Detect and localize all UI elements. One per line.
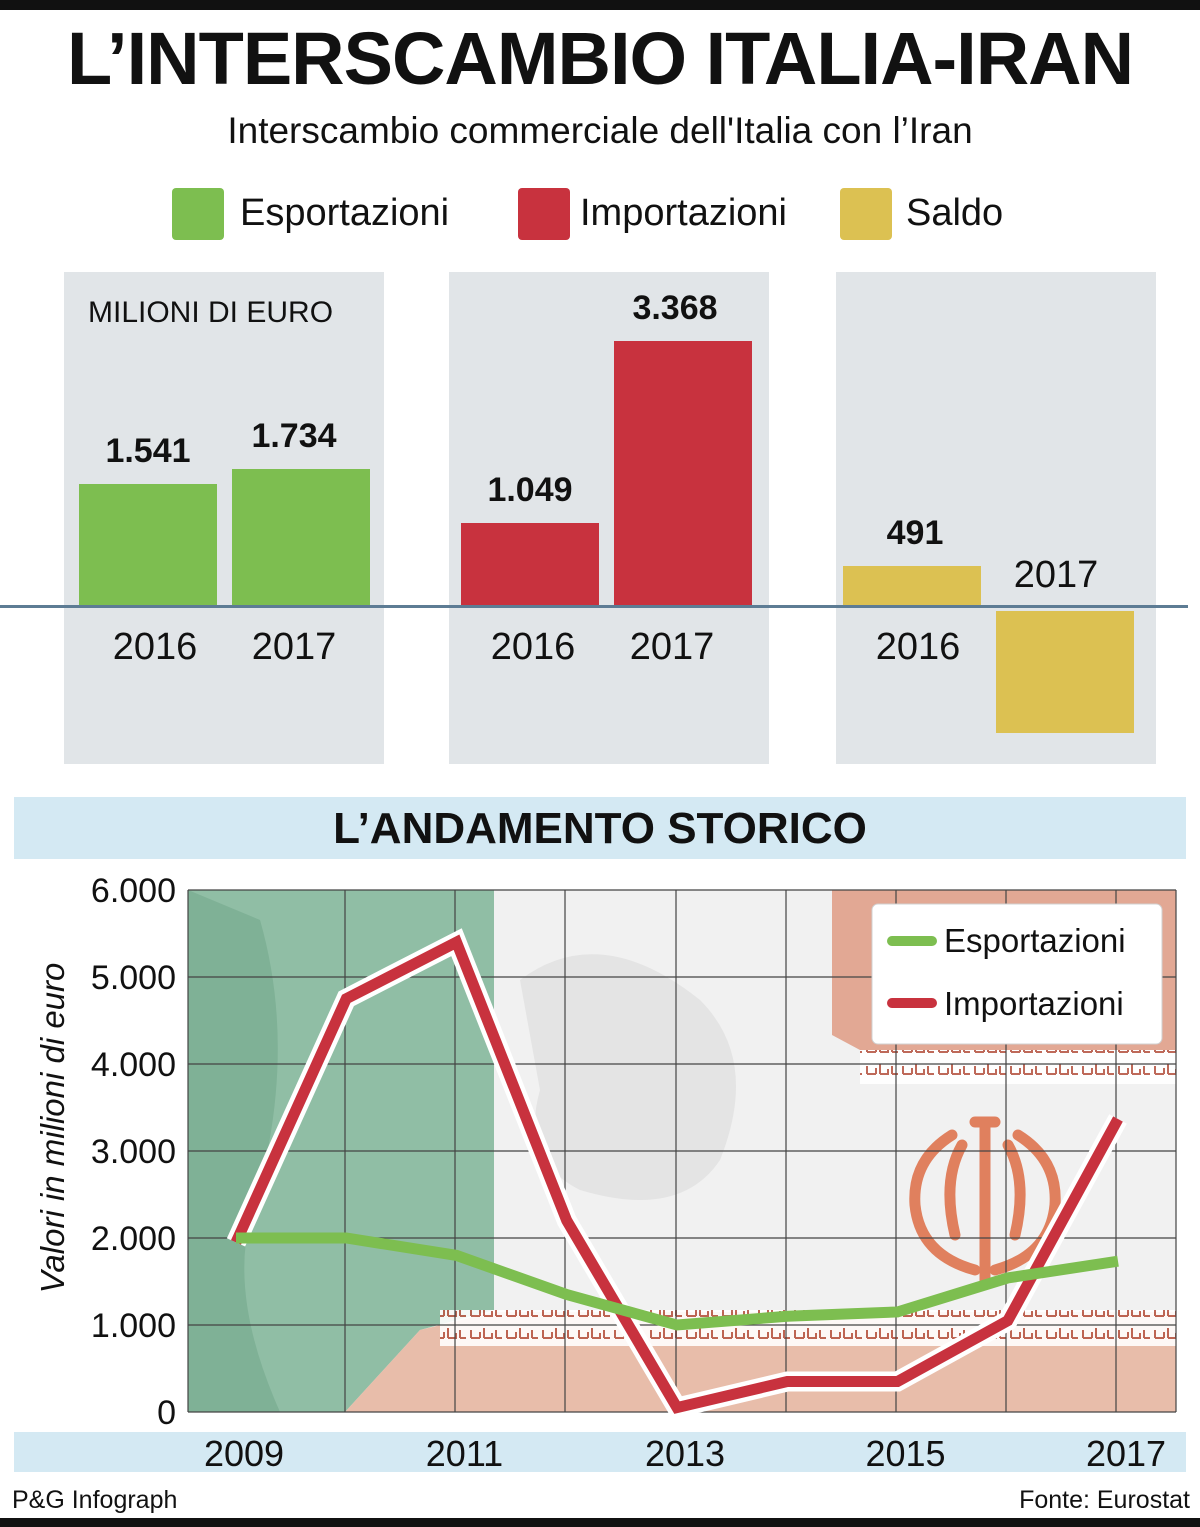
iran-emblem-icon: [909, 1116, 1061, 1286]
series-lines: [226, 928, 1127, 1420]
year-label-importazioni-2016: 2016: [490, 626, 576, 668]
bar-esportazioni-2016: [79, 484, 217, 605]
value-label-esportazioni-2017: 1.734: [251, 416, 337, 455]
line-chart: 0 1.000 2.000 3.000 4.000 5.000 6.000 2009 2011…: [34, 872, 1177, 1474]
year-label-esportazioni-2016: 2016: [112, 626, 198, 668]
y-tick-label: 3.000: [91, 1133, 176, 1171]
bottom-rule: [0, 1518, 1200, 1527]
y-tick-label: 4.000: [91, 1046, 176, 1084]
year-label-saldo-2017: 2017: [1013, 554, 1099, 596]
x-tick-label: 2015: [865, 1433, 945, 1474]
year-label-importazioni-2017: 2017: [629, 626, 715, 668]
credit-label: P&G Infograph: [12, 1486, 178, 1514]
y-axis-label: Valori in milioni di euro: [34, 963, 71, 1294]
bar-saldo-2017: [996, 611, 1134, 734]
series-line-importazioni: [230, 934, 1123, 1414]
x-tick-label: 2011: [426, 1433, 503, 1474]
source-label: Fonte: Eurostat: [1019, 1486, 1190, 1514]
x-tick-label: 2017: [1086, 1433, 1166, 1474]
value-label-importazioni-2016: 1.049: [487, 470, 573, 509]
flag-bg-script-top: [860, 1050, 1176, 1084]
legend-item-saldo: Saldo: [840, 188, 1040, 244]
series-line-esportazioni: [236, 1232, 1119, 1331]
bar-saldo-2016: [843, 566, 981, 605]
bar-importazioni-2016: [461, 522, 599, 605]
legend-swatch-saldo: [840, 188, 892, 240]
x-tick-label: 2009: [204, 1433, 284, 1474]
legend-swatch-importazioni: [518, 188, 570, 240]
value-label-importazioni-2017: 3.368: [632, 288, 718, 327]
y-tick-label: 2.000: [91, 1220, 176, 1258]
y-tick-label: 5.000: [91, 959, 176, 997]
legend-item-esportazioni: Esportazioni: [172, 188, 492, 244]
legend-swatch-esportazioni: [172, 188, 224, 240]
year-label-saldo-2016: 2016: [875, 626, 961, 668]
legend-label-importazioni: Importazioni: [580, 192, 787, 234]
line-legend-label-esportazioni: Esportazioni: [944, 922, 1126, 959]
y-tick-label: 0: [157, 1394, 176, 1432]
value-label-saldo-2016: 491: [886, 514, 944, 553]
page-title: L’INTERSCAMBIO ITALIA-IRAN: [66, 17, 1134, 100]
bar-baseline: [0, 605, 1188, 608]
value-label-esportazioni-2016: 1.541: [105, 432, 191, 471]
flag-bg-fold-shadow: [520, 954, 736, 1200]
y-axis: 0 1.000 2.000 3.000 4.000 5.000 6.000: [91, 872, 176, 1432]
line-legend-box: [871, 903, 1163, 1045]
unit-label: MILIONI DI EURO: [88, 296, 334, 329]
line-legend: Esportazioni Importazioni: [871, 903, 1163, 1045]
top-rule: [0, 0, 1200, 10]
y-tick-label: 6.000: [91, 872, 176, 910]
legend-item-importazioni: Importazioni: [518, 188, 828, 244]
line-legend-label-importazioni: Importazioni: [944, 985, 1124, 1022]
y-tick-label: 1.000: [91, 1307, 176, 1345]
legend-label-esportazioni: Esportazioni: [240, 192, 450, 234]
page-subtitle: Interscambio commerciale dell'Italia con…: [227, 110, 973, 151]
legend-label-saldo: Saldo: [906, 192, 1004, 234]
bar-importazioni-2017: [614, 340, 752, 605]
bar-esportazioni-2017: [232, 468, 370, 605]
x-axis: 2009 2011 2013 2015 2017: [204, 1433, 1166, 1474]
x-tick-label: 2013: [645, 1433, 725, 1474]
x-axis-band: [14, 1432, 1186, 1472]
year-label-esportazioni-2017: 2017: [251, 626, 337, 668]
section-title: L’ANDAMENTO STORICO: [14, 797, 1186, 859]
